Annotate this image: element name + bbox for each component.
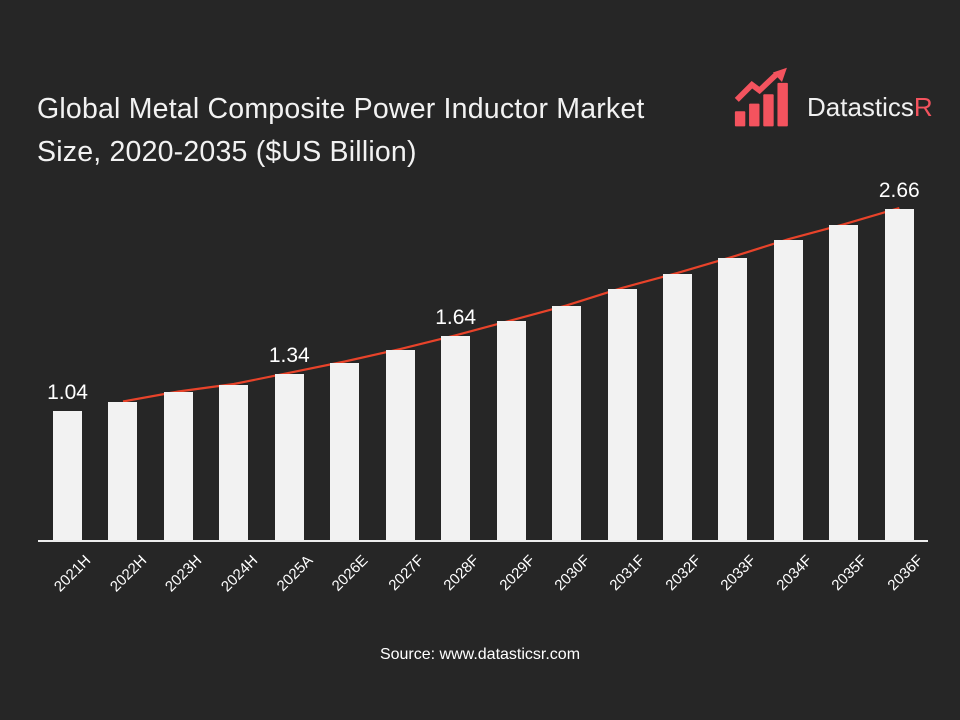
x-axis-label-2027F: 2027F bbox=[385, 552, 428, 595]
data-label-2025A: 1.34 bbox=[268, 343, 310, 367]
x-axis-label-2026E: 2026E bbox=[329, 552, 372, 595]
x-axis-label-2021H: 2021H bbox=[51, 552, 95, 596]
x-axis-label-2031F: 2031F bbox=[606, 552, 650, 595]
bar-2036F bbox=[884, 209, 914, 541]
bar-2029F bbox=[496, 321, 526, 541]
bar-2035F bbox=[829, 225, 859, 541]
x-axis-label-2025A: 2025A bbox=[273, 552, 317, 595]
bar-2034F bbox=[773, 240, 803, 541]
bar-2022H bbox=[108, 402, 138, 541]
x-axis-label-2030F: 2030F bbox=[551, 552, 594, 595]
x-axis-label-2033F: 2033F bbox=[717, 552, 760, 595]
bar-2033F bbox=[718, 257, 748, 541]
bar-2030F bbox=[552, 306, 582, 541]
x-axis-label-2028F: 2028F bbox=[440, 552, 483, 595]
x-axis-label-2023H: 2023H bbox=[162, 552, 206, 596]
bar-2021H bbox=[53, 411, 82, 541]
x-axis-label-2036F: 2036F bbox=[884, 552, 927, 595]
x-axis-label-2029F: 2029F bbox=[496, 552, 539, 595]
bar-2024H bbox=[219, 385, 249, 541]
bar-2031F bbox=[607, 288, 637, 541]
growth-bars-arrow-icon bbox=[734, 67, 788, 127]
data-label-2028F: 1.64 bbox=[435, 306, 477, 330]
bar-2027F bbox=[385, 350, 415, 541]
x-axis-label-2024H: 2024H bbox=[217, 552, 261, 596]
source-note: Source: www.datasticsr.com bbox=[379, 646, 581, 663]
brand-logo: DatasticsR bbox=[733, 66, 933, 130]
data-label-2036F: 2.66 bbox=[878, 179, 920, 203]
bar-2026E bbox=[330, 362, 360, 541]
bar-2032F bbox=[662, 273, 692, 541]
brand-name: Datastics bbox=[807, 92, 914, 122]
title-line-2: Size, 2020-2035 ($US Billion) bbox=[37, 136, 417, 168]
x-axis-line bbox=[38, 540, 928, 542]
brand-suffix: R bbox=[913, 92, 933, 122]
page-title: Global Metal Composite Power Inductor Ma… bbox=[37, 88, 727, 174]
bar-2028F bbox=[441, 336, 471, 541]
bar-2023H bbox=[163, 392, 193, 541]
data-label-2021H: 1.04 bbox=[47, 381, 88, 405]
x-axis-label-2032F: 2032F bbox=[662, 552, 705, 595]
brand-wordmark: DatasticsR bbox=[807, 94, 933, 120]
x-axis-label-2035F: 2035F bbox=[828, 552, 871, 595]
x-axis-label-2022H: 2022H bbox=[106, 552, 150, 596]
title-line-1: Global Metal Composite Power Inductor Ma… bbox=[37, 93, 645, 125]
bar-2025A bbox=[274, 373, 304, 541]
x-axis-label-2034F: 2034F bbox=[773, 552, 816, 595]
